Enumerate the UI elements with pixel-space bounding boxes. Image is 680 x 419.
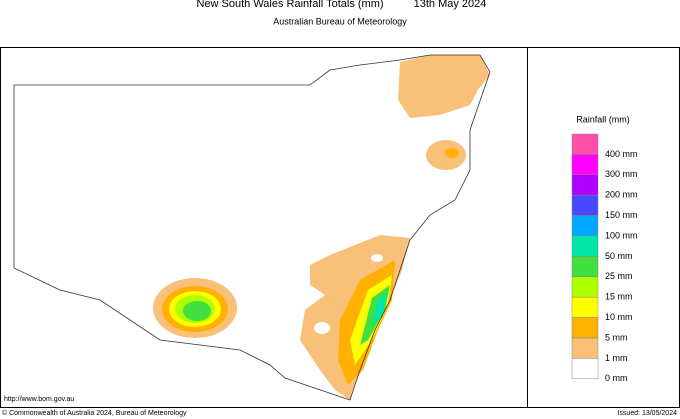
map-date: 13th May 2024 <box>414 0 487 10</box>
legend-label: 400 mm <box>605 149 638 159</box>
legend-swatch <box>571 235 599 257</box>
footer-url: http://www.bom.gov.au <box>4 396 74 403</box>
legend-title: Rainfall (mm) <box>576 114 630 124</box>
legend: 400 mm 300 mm 200 mm 150 mm 100 mm 50 mm 25 mm… <box>571 133 638 383</box>
legend-swatch <box>571 174 599 196</box>
legend-swatch <box>571 337 599 359</box>
footer-issued: Issued: 13/05/2024 <box>617 410 677 417</box>
legend-label: 0 mm <box>605 373 628 383</box>
legend-swatch <box>571 194 599 216</box>
map-title: New South Wales Rainfall Totals (mm) <box>196 0 383 10</box>
legend-label: 50 mm <box>605 251 633 261</box>
legend-label: 25 mm <box>605 271 633 281</box>
legend-label: 150 mm <box>605 210 638 220</box>
legend-label: 1 mm <box>605 353 628 363</box>
legend-label: 300 mm <box>605 169 638 179</box>
legend-swatch <box>571 215 599 237</box>
legend-swatch <box>571 256 599 278</box>
legend-label: 15 mm <box>605 292 633 302</box>
footer-copyright: © Commonwealth of Australia 2024, Bureau… <box>2 409 187 417</box>
rainfall-areas <box>153 55 490 400</box>
legend-swatch <box>571 296 599 318</box>
legend-label: 200 mm <box>605 190 638 200</box>
legend-swatch <box>571 317 599 339</box>
legend-label: 100 mm <box>605 230 638 240</box>
legend-swatch <box>571 154 599 176</box>
legend-label: 5 mm <box>605 332 628 342</box>
nsw-outline <box>13 54 491 401</box>
legend-swatch <box>571 358 599 380</box>
map-subtitle: Australian Bureau of Meteorology <box>273 16 407 26</box>
legend-swatch <box>571 133 599 155</box>
legend-label: 10 mm <box>605 312 633 322</box>
legend-swatch <box>571 276 599 298</box>
